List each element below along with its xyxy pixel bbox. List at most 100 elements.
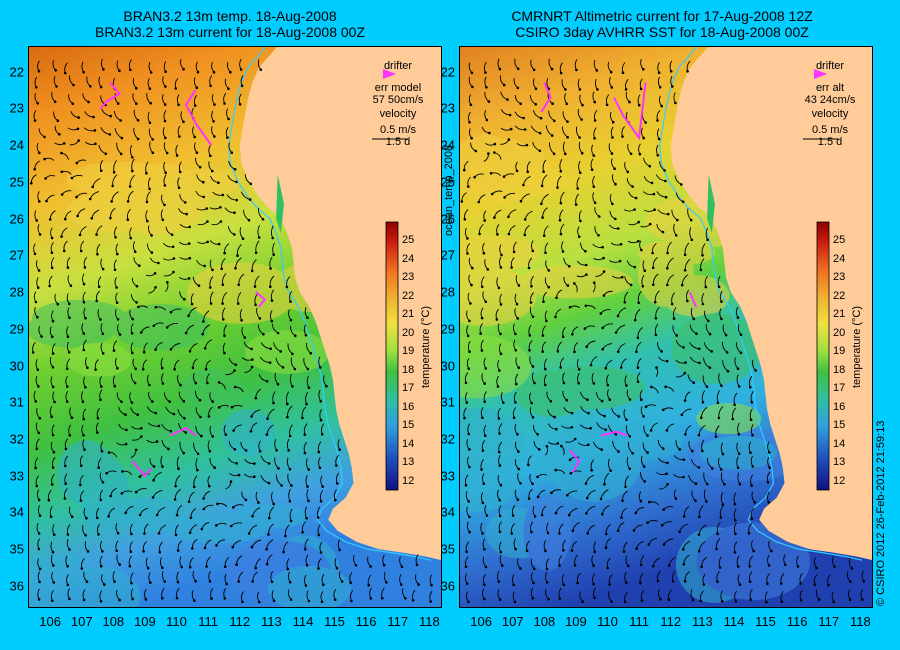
latitude-tick-label: 27 — [440, 247, 455, 263]
map-frame — [459, 46, 873, 608]
colorbar-tick-label: 25 — [833, 234, 846, 247]
legend-err-label: err alt — [815, 82, 845, 94]
longitude-tick-label: 111 — [629, 614, 650, 629]
longitude-tick-label: 117 — [818, 614, 840, 629]
latitude-tick-label: 27 — [9, 247, 24, 263]
title-left-line2: BRAN3.2 13m current for 18-Aug-2008 00Z — [94, 24, 366, 40]
legend-drifter-label: drifter — [383, 60, 413, 72]
latitude-tick-label: 35 — [9, 541, 24, 557]
legend-err-value: 43 24cm/s — [804, 94, 856, 106]
longitude-tick-label: 107 — [70, 614, 93, 629]
colorbar-tick-label: 25 — [402, 234, 415, 247]
panel-title-left: BRAN3.2 13m temp. 18-Aug-2008 BRAN3.2 13… — [20, 8, 440, 40]
panel-title-right: CMRNRT Altimetric current for 17-Aug-200… — [452, 8, 872, 40]
colorbar-tick-label: 18 — [402, 363, 415, 376]
latitude-tick-label: 34 — [9, 504, 24, 520]
longitude-tick-label: 116 — [355, 614, 377, 629]
longitude-tick-label: 116 — [786, 614, 808, 629]
latitude-axis-right: 22 23 24 25 26 27 28 29 30 31 32 33 34 35 36 — [431, 46, 455, 608]
colorbar-ticks-left: 25 24 23 22 21 20 19 18 17 16 15 14 13 12 — [402, 0, 422, 650]
latitude-tick-label: 26 — [440, 211, 455, 227]
longitude-tick-label: 109 — [565, 614, 587, 629]
title-right-line1: CMRNRT Altimetric current for 17-Aug-200… — [511, 8, 813, 24]
longitude-tick-label: 106 — [39, 614, 61, 629]
colorbar-tick-label: 13 — [833, 456, 846, 469]
footer-credit: © CSIRO 2012 26-Feb-2012 21:59:13 — [875, 420, 887, 606]
colorbar-tick-label: 14 — [402, 437, 415, 450]
latitude-tick-label: 25 — [440, 174, 455, 190]
colorbar-tick-label: 21 — [833, 308, 846, 321]
longitude-tick-label: 110 — [597, 614, 618, 629]
shark-bay-shallows — [707, 174, 715, 234]
drifter-tracks — [540, 82, 697, 473]
legend-velocity-label: velocity — [379, 108, 417, 120]
longitude-tick-label: 118 — [849, 614, 871, 629]
colorbar-tick-label: 17 — [402, 382, 415, 395]
temperature-colorbar — [816, 221, 830, 491]
shark-bay-shallows — [276, 174, 284, 234]
longitude-tick-label: 112 — [660, 614, 682, 629]
colorbar-tick-label: 14 — [833, 437, 846, 450]
current-vectors — [30, 58, 433, 604]
longitude-tick-label: 113 — [260, 614, 282, 629]
longitude-tick-label: 109 — [134, 614, 156, 629]
drifter-tracks — [99, 82, 267, 478]
legend-scale-time: 1.5 d — [385, 136, 411, 148]
title-left-line1: BRAN3.2 13m temp. 18-Aug-2008 — [123, 8, 337, 24]
longitude-axis-left: 106 107 108 109 110 111 112 113 114 115 116 117 118 — [28, 614, 442, 634]
latitude-tick-label: 32 — [440, 431, 455, 447]
legend-velocity-label: velocity — [811, 108, 849, 120]
colorbar-tick-label: 15 — [833, 419, 846, 432]
latitude-tick-label: 33 — [440, 468, 455, 484]
latitude-tick-label: 36 — [9, 578, 24, 594]
colorbar-label-left: temperature (°C) — [420, 305, 432, 388]
longitude-tick-label: 115 — [755, 614, 776, 629]
colorbar-tick-label: 13 — [402, 456, 415, 469]
colorbar-tick-label: 16 — [402, 400, 415, 413]
colorbar-tick-label: 19 — [833, 345, 846, 358]
longitude-tick-label: 107 — [501, 614, 524, 629]
colorbar-tick-label: 24 — [833, 252, 846, 265]
colorbar-tick-label: 24 — [402, 252, 415, 265]
longitude-tick-label: 118 — [418, 614, 440, 629]
map-right — [459, 46, 873, 608]
legend-left: drifter err model 57 50cm/s velocity 0.5… — [363, 60, 433, 148]
colorbar-tick-label: 22 — [402, 289, 415, 302]
latitude-tick-label: 25 — [9, 174, 24, 190]
colorbar-tick-label: 17 — [833, 382, 846, 395]
legend-drifter-icon — [814, 69, 827, 79]
latitude-tick-label: 36 — [440, 578, 455, 594]
colorbar-tick-label: 20 — [402, 326, 415, 339]
longitude-tick-label: 114 — [292, 614, 314, 629]
latitude-tick-label: 32 — [9, 431, 24, 447]
shelf-contour-line — [228, 46, 432, 561]
longitude-tick-label: 115 — [324, 614, 345, 629]
longitude-tick-label: 108 — [102, 614, 125, 629]
legend-right: drifter err alt 43 24cm/s velocity 0.5 m… — [795, 60, 865, 148]
latitude-tick-label: 29 — [9, 321, 24, 337]
latitude-tick-label: 30 — [440, 358, 455, 374]
latitude-tick-label: 34 — [440, 504, 455, 520]
legend-scale-time: 1.5 d — [817, 136, 843, 148]
latitude-tick-label: 26 — [9, 211, 24, 227]
colorbar-tick-label: 22 — [833, 289, 846, 302]
legend-err-label: err model — [374, 82, 422, 94]
latitude-tick-label: 23 — [9, 100, 24, 116]
colorbar-label-right: temperature (°C) — [851, 305, 863, 388]
longitude-tick-label: 113 — [691, 614, 713, 629]
colorbar-tick-label: 18 — [833, 363, 846, 376]
colorbar-tick-label: 23 — [402, 271, 415, 284]
longitude-tick-label: 114 — [723, 614, 745, 629]
latitude-tick-label: 22 — [9, 64, 24, 80]
latitude-tick-label: 28 — [9, 284, 24, 300]
temperature-colorbar — [385, 221, 399, 491]
latitude-tick-label: 28 — [440, 284, 455, 300]
colorbar-tick-label: 12 — [402, 474, 415, 487]
map-frame — [28, 46, 442, 608]
title-right-line2: CSIRO 3day AVHRR SST for 18-Aug-2008 00Z — [515, 24, 809, 40]
legend-drifter-label: drifter — [815, 60, 845, 72]
latitude-tick-label: 23 — [440, 100, 455, 116]
colorbar-tick-label: 21 — [402, 308, 415, 321]
latitude-tick-label: 35 — [440, 541, 455, 557]
latitude-tick-label: 31 — [440, 394, 455, 410]
